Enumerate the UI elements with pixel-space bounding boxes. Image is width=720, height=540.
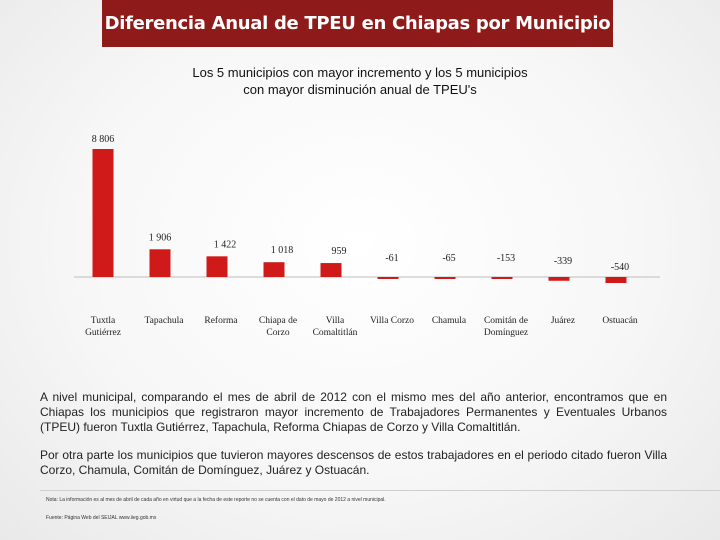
bar — [548, 277, 570, 281]
paragraph-decreases: Por otra parte los municipios que tuvier… — [40, 448, 667, 477]
data-label: 1 422 — [214, 239, 237, 250]
category-label: Tapachula — [145, 316, 185, 326]
data-label: 959 — [332, 246, 347, 257]
paragraph-increases: A nivel municipal, comparando el mes de … — [40, 390, 667, 434]
data-label: 1 018 — [271, 245, 294, 256]
bar — [377, 277, 399, 279]
footnote-note: Nota: La información es al mes de abril … — [46, 497, 386, 503]
bar — [605, 277, 627, 283]
page-title: Diferencia Anual de TPEU en Chiapas por … — [104, 13, 611, 34]
category-label: Comaltitlán — [313, 328, 358, 338]
chart-title-line-1: Los 5 municipios con mayor incremento y … — [192, 65, 528, 80]
category-label: Chamula — [432, 316, 467, 326]
bar-chart: 8 806 Tuxtla Gutiérrez 1 906 Tapachula 1 422 R… — [74, 134, 660, 338]
data-label: -153 — [497, 253, 515, 264]
bar — [206, 256, 228, 277]
category-label: Domínguez — [484, 328, 528, 338]
bar — [149, 249, 171, 277]
footer-divider — [40, 490, 720, 491]
data-label: 8 806 — [92, 134, 115, 145]
category-label: Juárez — [551, 316, 575, 326]
data-label: -339 — [554, 256, 572, 267]
bar — [263, 262, 285, 277]
data-label: 1 906 — [149, 232, 172, 243]
chart-title-line-2: con mayor disminución anual de TPEU's — [243, 82, 477, 97]
category-label: Villa — [326, 316, 345, 326]
data-label: -65 — [442, 253, 455, 264]
category-label: Villa Corzo — [370, 316, 414, 326]
title-banner: Diferencia Anual de TPEU en Chiapas por … — [102, 0, 613, 47]
footnote-source: Fuente: Página Web del SEIJAL www.iieg.g… — [46, 515, 157, 521]
bar — [491, 277, 513, 279]
category-label: Corzo — [266, 328, 289, 338]
bar — [320, 263, 342, 277]
bar — [92, 149, 114, 277]
data-label: -540 — [611, 262, 629, 273]
data-label: -61 — [385, 253, 398, 264]
bar — [434, 277, 456, 279]
category-label: Tuxtla — [91, 316, 116, 326]
chart-title: Los 5 municipios con mayor incremento y … — [120, 64, 600, 98]
category-label: Reforma — [204, 315, 238, 326]
category-label: Gutiérrez — [85, 328, 121, 338]
category-label: Chiapa de — [259, 316, 297, 326]
category-label: Ostuacán — [602, 316, 638, 326]
category-label: Comitán de — [484, 316, 528, 326]
